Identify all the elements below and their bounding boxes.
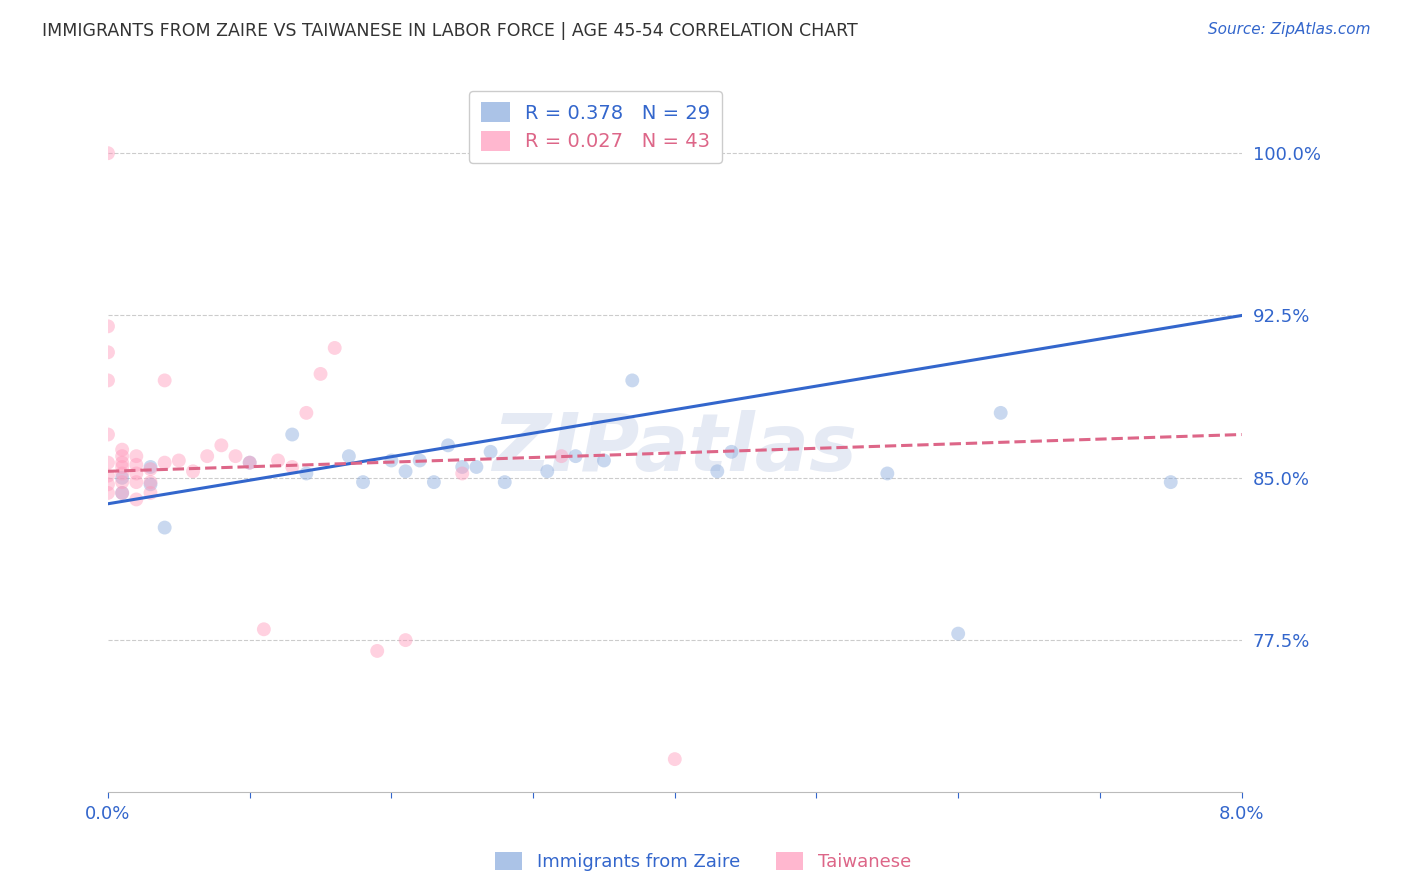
Point	[394, 464, 416, 478]
Point	[97, 345, 120, 359]
Point	[337, 449, 360, 463]
Point	[111, 486, 134, 500]
Point	[97, 319, 120, 334]
Point	[139, 460, 162, 475]
Point	[111, 442, 134, 457]
Point	[451, 467, 474, 481]
Point	[550, 449, 572, 463]
Legend: R = 0.378   N = 29, R = 0.027   N = 43: R = 0.378 N = 29, R = 0.027 N = 43	[468, 91, 723, 163]
Point	[394, 633, 416, 648]
Point	[125, 467, 148, 481]
Point	[139, 486, 162, 500]
Point	[1160, 475, 1182, 489]
Point	[125, 449, 148, 463]
Point	[239, 456, 262, 470]
Point	[97, 146, 120, 161]
Point	[253, 622, 276, 636]
Point	[281, 427, 304, 442]
Point	[451, 460, 474, 475]
Text: IMMIGRANTS FROM ZAIRE VS TAIWANESE IN LABOR FORCE | AGE 45-54 CORRELATION CHART: IMMIGRANTS FROM ZAIRE VS TAIWANESE IN LA…	[42, 22, 858, 40]
Point	[111, 456, 134, 470]
Point	[125, 475, 148, 489]
Point	[437, 438, 460, 452]
Point	[97, 456, 120, 470]
Text: ZIPatlas: ZIPatlas	[492, 409, 858, 488]
Point	[323, 341, 346, 355]
Text: Source: ZipAtlas.com: Source: ZipAtlas.com	[1208, 22, 1371, 37]
Point	[139, 477, 162, 491]
Point	[111, 467, 134, 481]
Point	[111, 471, 134, 485]
Point	[111, 486, 134, 500]
Point	[97, 486, 120, 500]
Point	[153, 373, 176, 387]
Point	[181, 464, 204, 478]
Point	[167, 453, 190, 467]
Point	[621, 373, 644, 387]
Point	[380, 453, 402, 467]
Point	[97, 427, 120, 442]
Point	[125, 458, 148, 472]
Point	[990, 406, 1012, 420]
Point	[111, 475, 134, 489]
Legend: Immigrants from Zaire, Taiwanese: Immigrants from Zaire, Taiwanese	[488, 845, 918, 879]
Point	[139, 475, 162, 489]
Point	[209, 438, 232, 452]
Point	[309, 367, 332, 381]
Point	[281, 460, 304, 475]
Point	[195, 449, 218, 463]
Point	[564, 449, 586, 463]
Point	[479, 445, 502, 459]
Point	[111, 449, 134, 463]
Point	[97, 373, 120, 387]
Point	[97, 468, 120, 483]
Point	[139, 462, 162, 476]
Point	[720, 445, 742, 459]
Point	[706, 464, 728, 478]
Point	[352, 475, 374, 489]
Point	[876, 467, 898, 481]
Point	[295, 406, 318, 420]
Point	[465, 460, 488, 475]
Point	[111, 460, 134, 475]
Point	[153, 520, 176, 534]
Point	[409, 453, 432, 467]
Point	[593, 453, 616, 467]
Point	[97, 477, 120, 491]
Point	[946, 626, 969, 640]
Point	[295, 467, 318, 481]
Point	[125, 492, 148, 507]
Point	[423, 475, 446, 489]
Point	[267, 453, 290, 467]
Point	[153, 456, 176, 470]
Point	[536, 464, 558, 478]
Point	[664, 752, 686, 766]
Point	[225, 449, 247, 463]
Point	[494, 475, 516, 489]
Point	[366, 644, 388, 658]
Point	[239, 456, 262, 470]
